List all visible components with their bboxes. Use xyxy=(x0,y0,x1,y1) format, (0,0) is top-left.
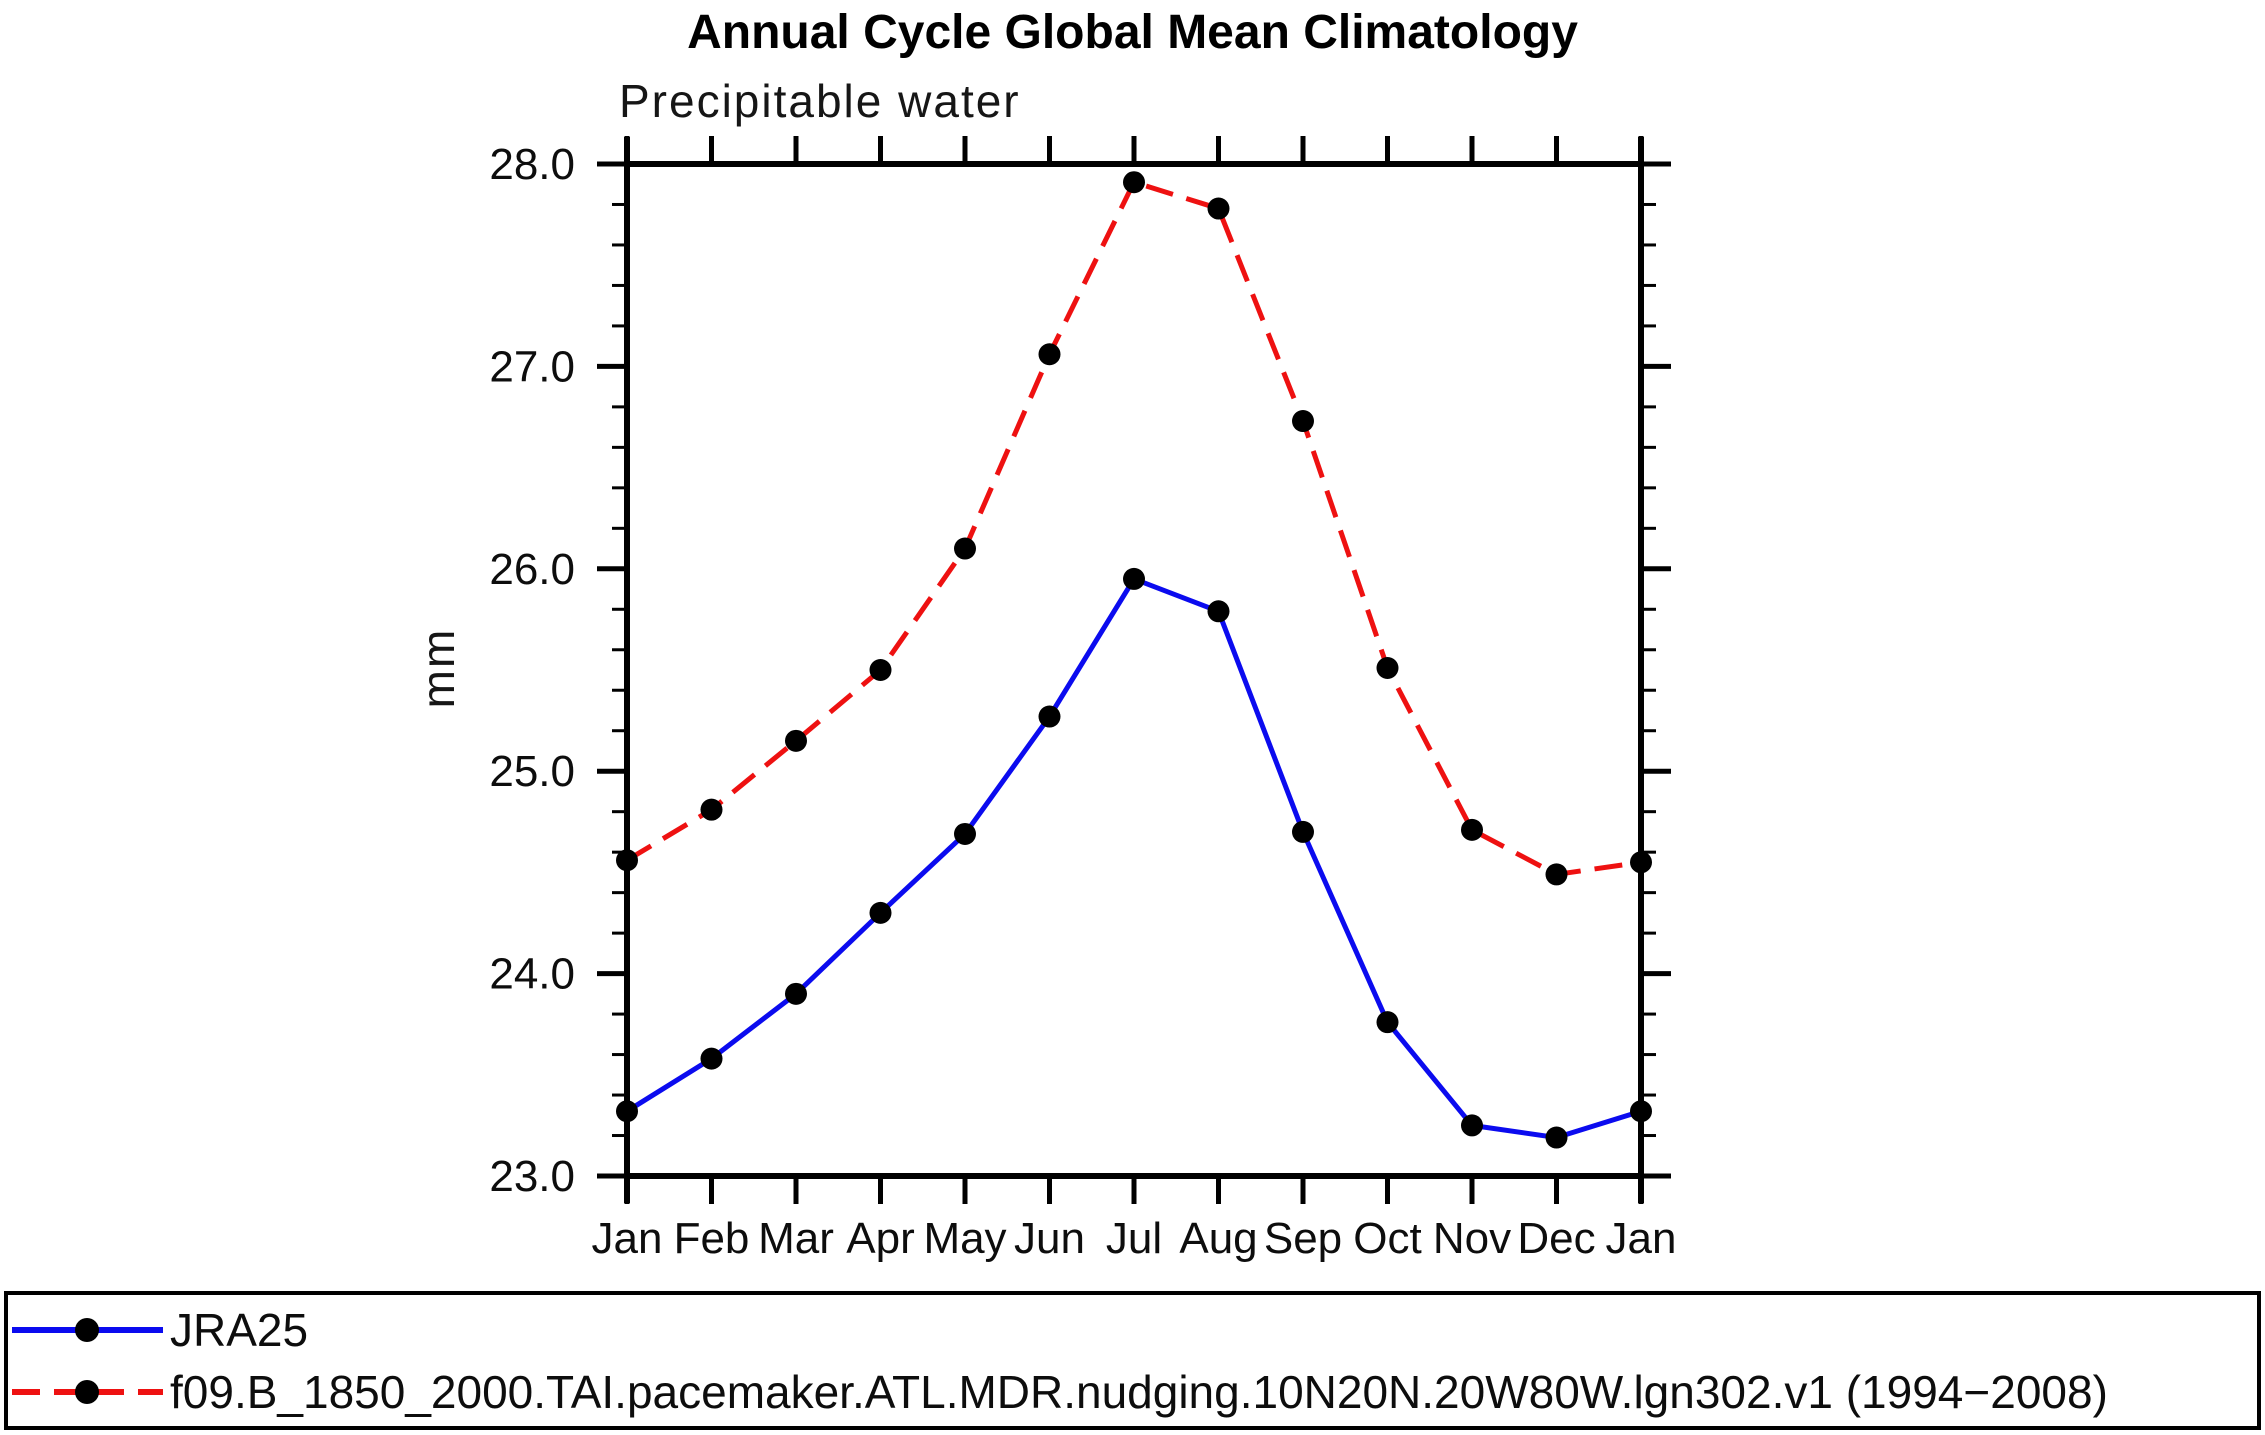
x-tick-label: Jun xyxy=(1014,1214,1085,1263)
data-point-marker xyxy=(1123,171,1145,194)
chart-subtitle: Precipitable water xyxy=(619,75,1021,127)
data-point-marker xyxy=(1545,863,1568,886)
data-point-marker xyxy=(954,537,976,560)
data-point-marker xyxy=(700,1047,723,1070)
data-point-marker xyxy=(869,659,892,681)
legend-entry-label: JRA25 xyxy=(170,1304,308,1356)
x-tick-label: Jan xyxy=(1606,1214,1677,1263)
data-point-marker xyxy=(1630,1100,1652,1123)
data-point-marker xyxy=(1038,343,1061,366)
data-point-marker xyxy=(1292,410,1314,433)
data-point-marker xyxy=(1207,197,1230,220)
data-point-marker xyxy=(616,849,638,872)
x-tick-label: Apr xyxy=(846,1214,914,1263)
data-point-marker xyxy=(1461,818,1483,841)
series-line-0 xyxy=(625,576,1642,1141)
data-point-marker xyxy=(700,798,723,821)
data-point-marker xyxy=(1123,567,1145,590)
y-tick-label: 24.0 xyxy=(489,950,575,999)
legend-marker-dot xyxy=(75,1318,99,1342)
y-tick-label: 25.0 xyxy=(489,747,575,796)
x-tick-label: Mar xyxy=(758,1214,834,1263)
data-point-marker xyxy=(1630,851,1652,874)
x-tick-label: Aug xyxy=(1179,1214,1257,1263)
y-tick-label: 26.0 xyxy=(489,545,575,594)
legend-marker-dot xyxy=(75,1380,99,1404)
data-point-marker xyxy=(1376,1011,1399,1034)
data-point-marker xyxy=(785,982,807,1005)
data-point-marker xyxy=(785,729,807,752)
legend-entry-label: f09.B_1850_2000.TAI.pacemaker.ATL.MDR.nu… xyxy=(170,1366,2108,1418)
x-tick-label: May xyxy=(923,1214,1006,1263)
y-tick-label: 28.0 xyxy=(489,140,575,189)
data-point-marker xyxy=(1038,705,1061,728)
y-tick-label: 27.0 xyxy=(489,342,575,391)
x-tick-label: Nov xyxy=(1433,1214,1511,1263)
x-tick-label: Feb xyxy=(674,1214,750,1263)
data-point-marker xyxy=(1376,656,1399,679)
data-point-marker xyxy=(869,901,892,924)
series-line-1 xyxy=(625,179,1642,877)
legend-box xyxy=(4,1291,2261,1430)
x-tick-label: Sep xyxy=(1264,1214,1342,1263)
y-tick-label: 23.0 xyxy=(489,1152,575,1201)
data-point-marker xyxy=(1461,1114,1483,1137)
x-tick-label: Jan xyxy=(592,1214,663,1263)
data-point-marker xyxy=(1545,1126,1568,1149)
data-point-marker xyxy=(616,1100,638,1123)
x-tick-label: Oct xyxy=(1353,1214,1421,1263)
x-tick-label: Dec xyxy=(1517,1214,1595,1263)
data-point-marker xyxy=(954,822,976,845)
data-point-marker xyxy=(1207,600,1230,623)
x-tick-label: Jul xyxy=(1106,1214,1162,1263)
chart-title: Annual Cycle Global Mean Climatology xyxy=(687,6,1578,59)
data-point-marker xyxy=(1292,820,1314,843)
